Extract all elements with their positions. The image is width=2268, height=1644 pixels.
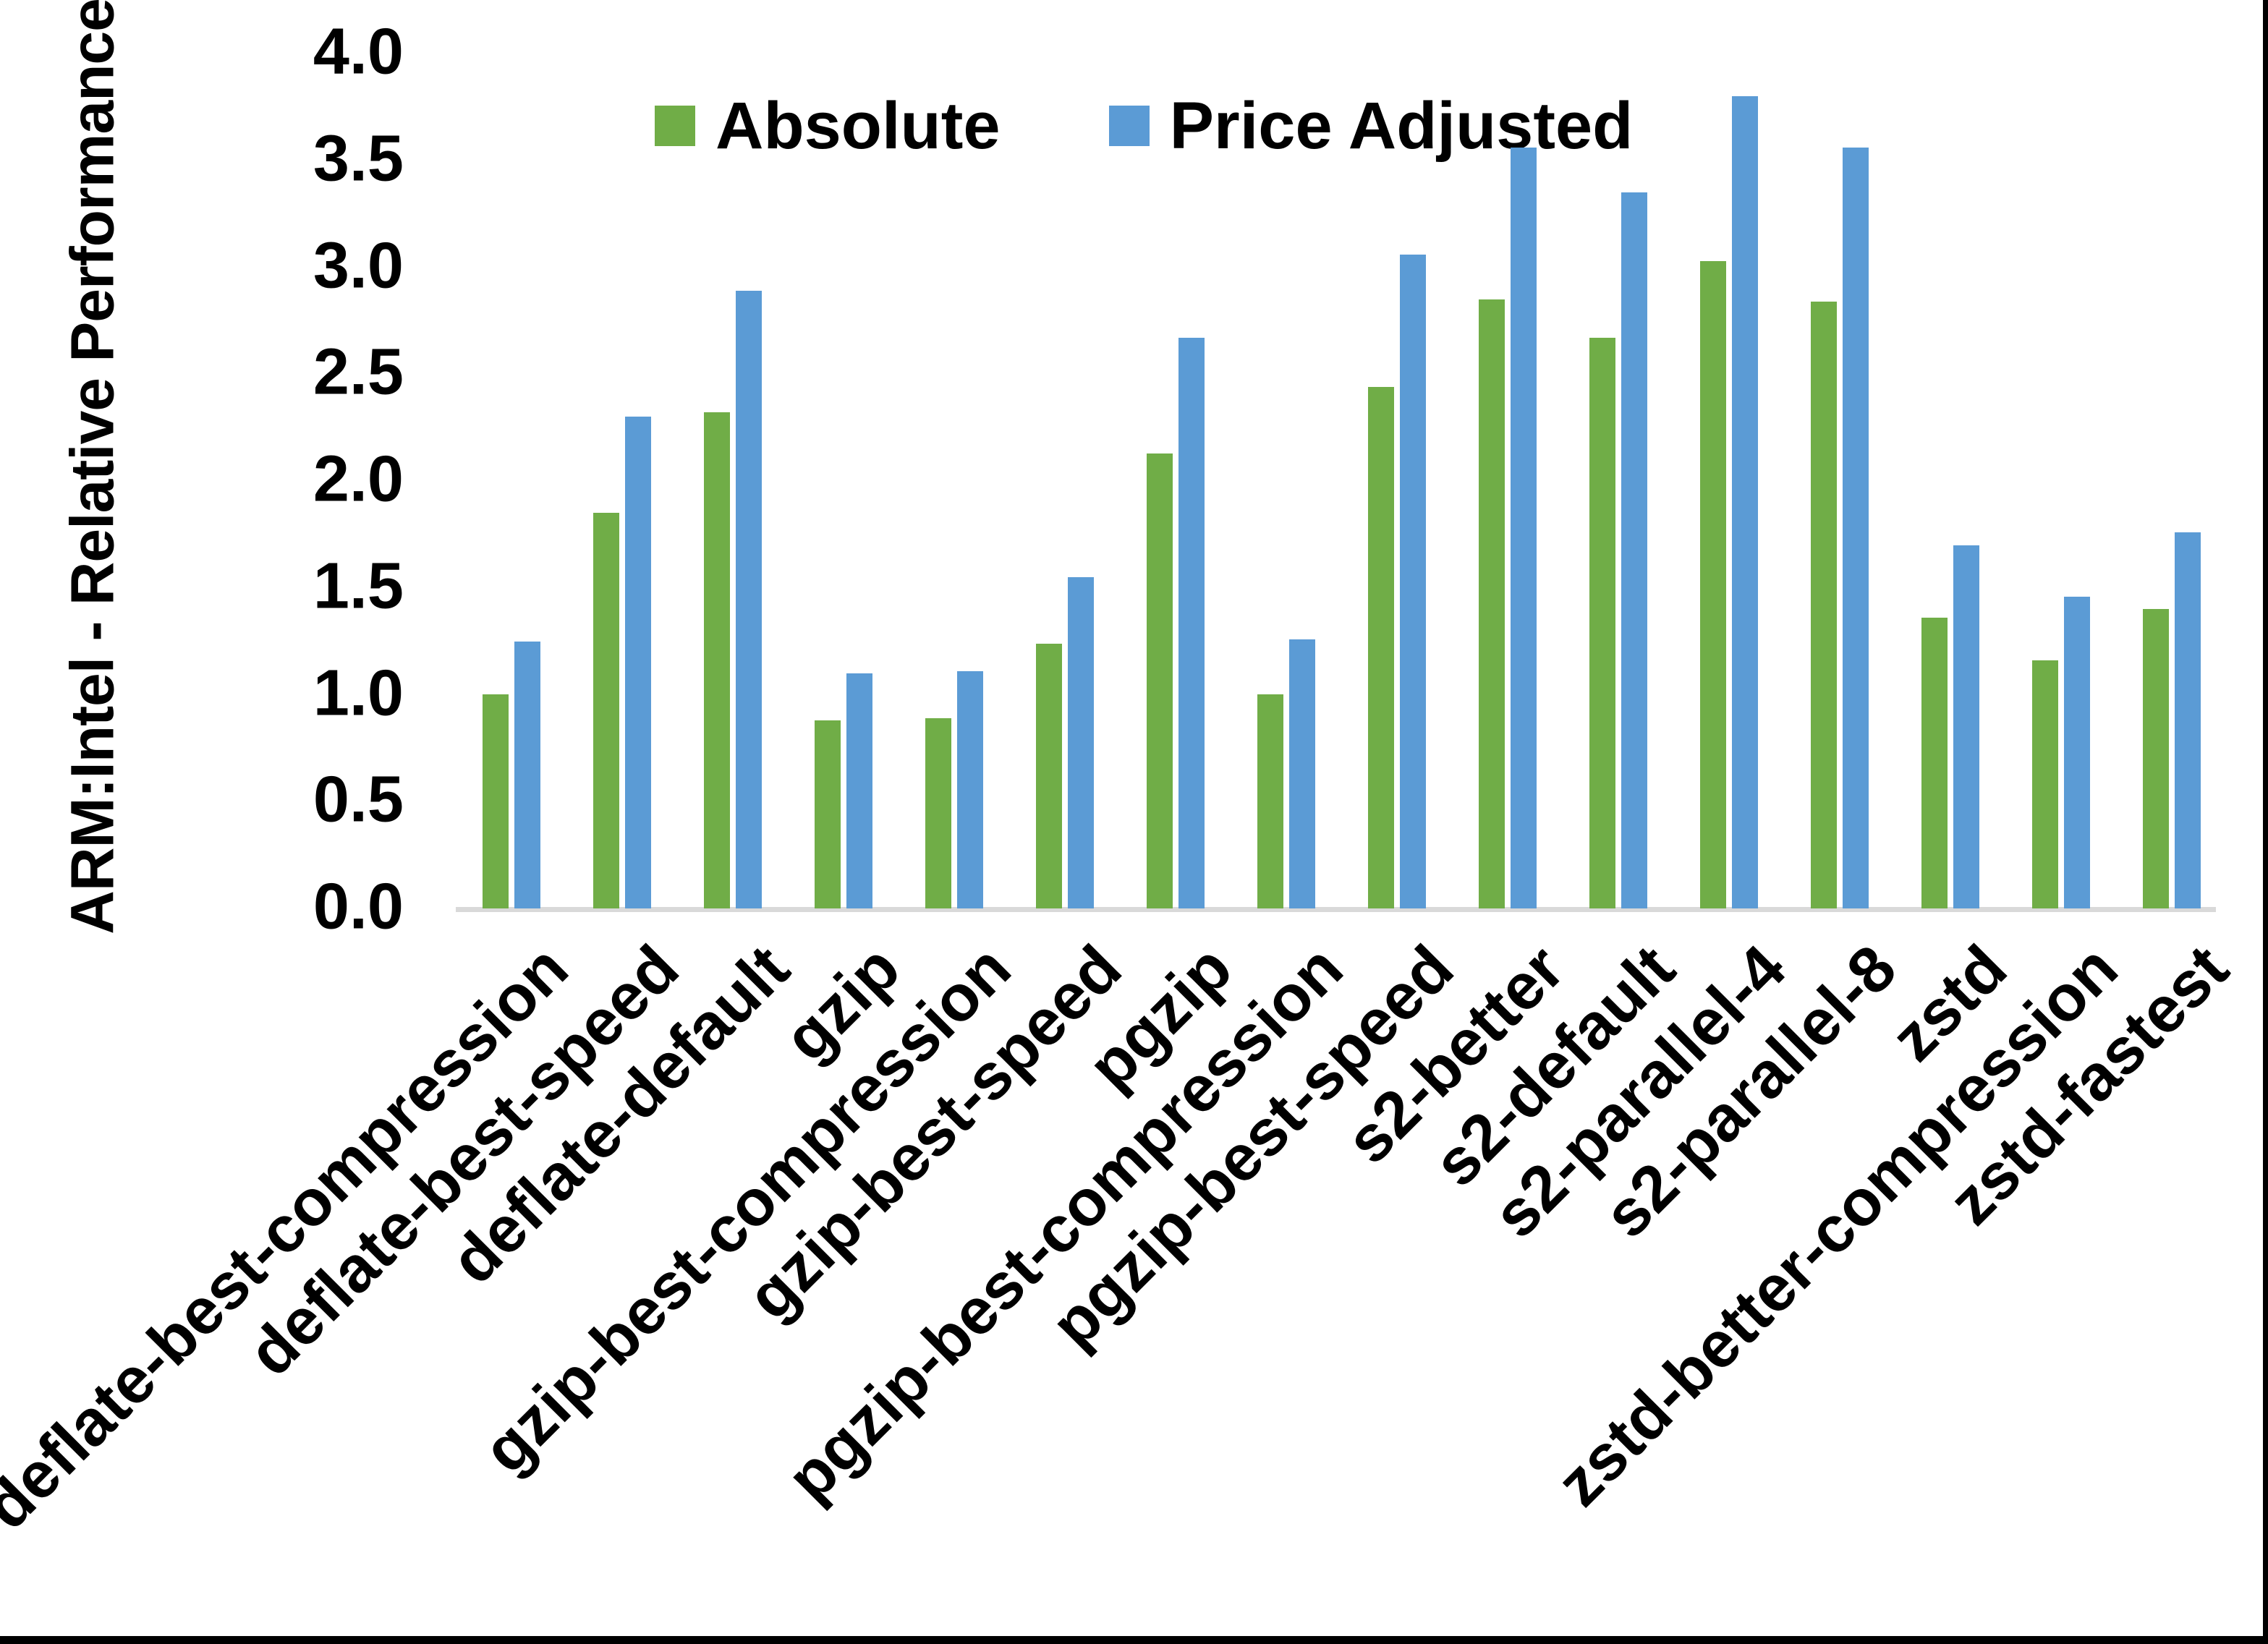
legend-swatch-icon bbox=[655, 106, 695, 146]
y-tick-label-3.5: 3.5 bbox=[313, 122, 404, 195]
y-tick-label-2.0: 2.0 bbox=[313, 443, 404, 516]
y-tick-label-0.0: 0.0 bbox=[313, 870, 404, 943]
legend-item-absolute: Absolute bbox=[655, 93, 1001, 159]
bar-price-adjusted-gzip-best-speed bbox=[1068, 577, 1094, 908]
y-tick-label-3.0: 3.0 bbox=[313, 229, 404, 302]
bar-absolute-deflate-best-speed bbox=[593, 513, 619, 908]
bar-price-adjusted-gzip bbox=[846, 673, 872, 908]
bar-price-adjusted-zstd bbox=[1953, 545, 1979, 908]
bar-price-adjusted-s2-better bbox=[1511, 148, 1537, 908]
x-axis-line bbox=[456, 907, 2216, 912]
bar-price-adjusted-s2-default bbox=[1621, 192, 1647, 908]
y-tick-label-0.5: 0.5 bbox=[313, 763, 404, 836]
legend-swatch-icon bbox=[1108, 106, 1150, 146]
bar-absolute-s2-better bbox=[1479, 299, 1505, 908]
bar-absolute-zstd-fastest bbox=[2143, 609, 2169, 908]
bar-price-adjusted-pgzip bbox=[1178, 338, 1205, 908]
y-tick-label-1.5: 1.5 bbox=[313, 550, 404, 623]
bar-absolute-pgzip bbox=[1147, 453, 1173, 908]
bar-price-adjusted-pgzip-best-compression bbox=[1289, 639, 1315, 908]
bar-absolute-s2-default bbox=[1589, 338, 1615, 908]
legend-item-price-adjusted: Price Adjusted bbox=[1108, 89, 1634, 163]
y-tick-label-2.5: 2.5 bbox=[313, 336, 404, 409]
border-right bbox=[2263, 0, 2268, 1644]
bar-absolute-gzip-best-compression bbox=[925, 718, 951, 908]
border-bottom bbox=[0, 1636, 2268, 1644]
bar-absolute-pgzip-best-compression bbox=[1257, 694, 1283, 908]
bar-price-adjusted-deflate-default bbox=[736, 291, 762, 908]
bar-absolute-zstd bbox=[1921, 618, 1948, 908]
y-tick-label-1.0: 1.0 bbox=[313, 656, 404, 729]
bar-price-adjusted-zstd-better-compression bbox=[2064, 597, 2090, 908]
bar-price-adjusted-s2-parallel-8 bbox=[1843, 148, 1869, 908]
bar-price-adjusted-zstd-fastest bbox=[2175, 532, 2201, 908]
bar-price-adjusted-deflate-best-speed bbox=[625, 417, 651, 908]
bar-absolute-deflate-default bbox=[704, 412, 730, 908]
bar-absolute-s2-parallel-4 bbox=[1700, 261, 1726, 908]
bar-absolute-zstd-better-compression bbox=[2032, 660, 2058, 908]
bar-absolute-deflate-best-compression bbox=[483, 694, 509, 908]
bar-absolute-gzip bbox=[815, 720, 841, 908]
bar-absolute-s2-parallel-8 bbox=[1811, 302, 1837, 908]
bar-price-adjusted-pgzip-best-speed bbox=[1400, 255, 1426, 908]
legend-label: Price Adjusted bbox=[1169, 89, 1634, 163]
bar-absolute-gzip-best-speed bbox=[1036, 644, 1062, 908]
legend-label: Absolute bbox=[715, 89, 1001, 163]
bar-price-adjusted-s2-parallel-4 bbox=[1732, 96, 1758, 908]
y-axis-title: ARM:Intel - Relative Performance bbox=[58, 0, 127, 934]
legend: Absolute Price Adjusted bbox=[655, 93, 1633, 159]
bar-absolute-pgzip-best-speed bbox=[1368, 387, 1394, 908]
bar-price-adjusted-gzip-best-compression bbox=[957, 671, 983, 908]
y-tick-label-4.0: 4.0 bbox=[313, 15, 404, 88]
bar-price-adjusted-deflate-best-compression bbox=[514, 642, 540, 908]
